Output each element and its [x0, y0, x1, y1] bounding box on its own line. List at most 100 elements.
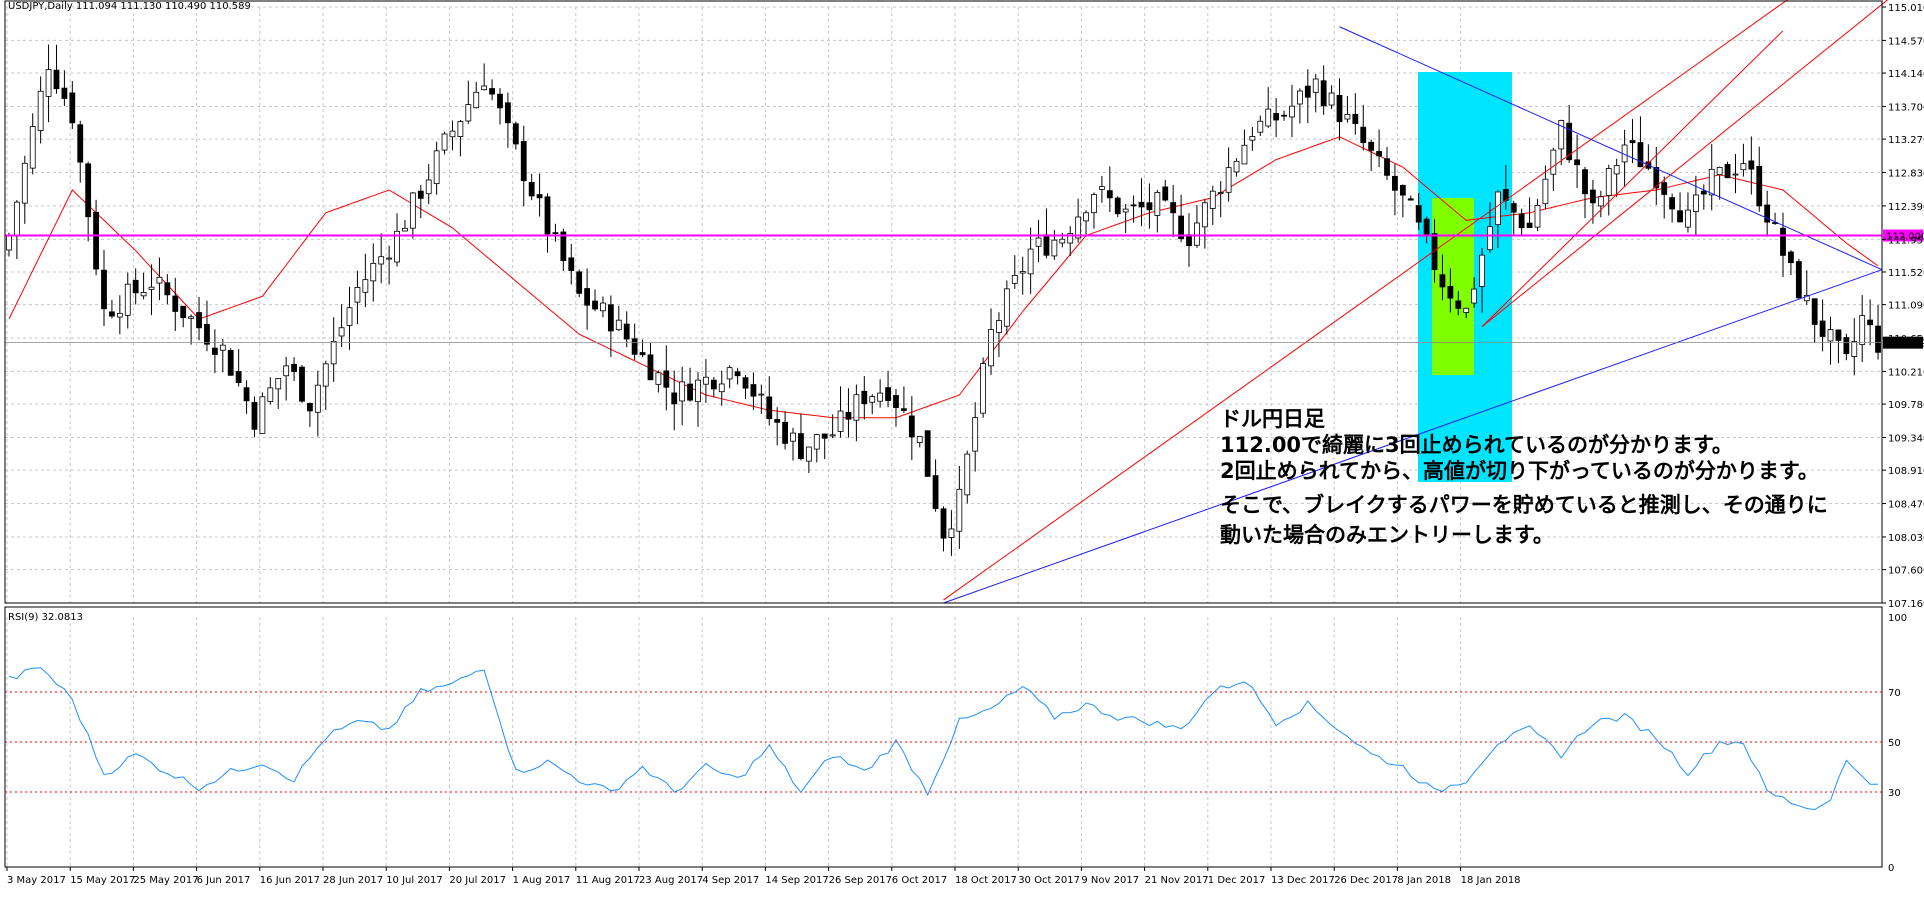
moving-average — [8, 136, 1879, 419]
candle-body — [647, 354, 654, 381]
candle-body — [877, 392, 884, 402]
level-tag — [1883, 229, 1923, 242]
candle-body — [1811, 298, 1818, 325]
candle-body — [330, 340, 337, 365]
level-tag-label: 112.000 — [1886, 232, 1924, 243]
candle-body — [655, 372, 662, 385]
candle-body — [1526, 222, 1533, 228]
x-tick-label: 6 Jun 2017 — [197, 875, 251, 886]
x-tick-label: 1 Dec 2017 — [1208, 875, 1266, 886]
candle-body — [972, 417, 979, 452]
annotation-line-1: ドル円日足 — [1220, 407, 1325, 431]
candle-body — [1677, 210, 1683, 223]
candle-body — [489, 88, 495, 95]
candle-body — [1819, 320, 1826, 337]
candle-body — [1201, 202, 1208, 228]
candle-body — [1803, 294, 1810, 302]
rsi-header: RSI(9) 32.0813 — [8, 612, 83, 623]
candle-body — [299, 366, 305, 402]
candle-body — [1091, 194, 1097, 214]
candle-body — [924, 430, 931, 477]
candle-body — [251, 402, 258, 430]
rsi-tick-label: 70 — [1888, 688, 1901, 699]
candle-body — [861, 390, 868, 405]
candle-body — [837, 410, 844, 432]
candle-body — [1059, 238, 1066, 244]
highlight-zone — [1418, 72, 1512, 482]
candle-body — [584, 288, 591, 306]
rsi-tick-label: 100 — [1888, 613, 1907, 624]
candle-body — [742, 377, 749, 389]
annotation-line-3: 2回止められてから、高値が切り下がっているのが分かります。 — [1220, 459, 1819, 483]
candle-body — [45, 69, 52, 97]
candle-body — [845, 411, 852, 420]
x-tick-label: 14 Sep 2017 — [765, 875, 828, 886]
x-tick-label: 6 Oct 2017 — [892, 875, 947, 886]
candle-body — [600, 302, 606, 312]
candle-body — [172, 295, 179, 312]
candle-body — [790, 432, 796, 442]
candle-body — [204, 324, 210, 345]
candle-body — [964, 453, 971, 496]
x-tick-label: 21 Nov 2017 — [1145, 875, 1209, 886]
candle-body — [505, 102, 511, 124]
candle-body — [1867, 319, 1874, 326]
candle-body — [552, 232, 559, 235]
candle-body — [156, 276, 163, 284]
candle-body — [37, 90, 44, 131]
candle-body — [782, 421, 789, 444]
price-tag-label: 110.589 — [1886, 339, 1924, 350]
candle-body — [180, 305, 187, 319]
candle-body — [1463, 307, 1470, 313]
candle-body — [1795, 261, 1802, 299]
candle-body — [528, 181, 535, 197]
y-tick-label: 112.830 — [1888, 169, 1924, 180]
candle-body — [520, 141, 527, 182]
candle-body — [1217, 192, 1224, 194]
candle-body — [164, 282, 171, 296]
x-tick-label: 10 Jul 2017 — [386, 875, 443, 886]
candle-body — [1827, 329, 1834, 342]
y-tick-label: 107.600 — [1888, 566, 1924, 577]
candle-body — [1510, 203, 1517, 213]
candle-body — [394, 230, 400, 263]
candle-body — [1597, 196, 1604, 207]
x-tick-label: 30 Oct 2017 — [1018, 875, 1080, 886]
candle-body — [734, 371, 741, 377]
candle-body — [1138, 201, 1145, 208]
candle-body — [1098, 186, 1105, 190]
candle-body — [1019, 271, 1026, 274]
candle-body — [219, 344, 226, 351]
x-tick-label: 28 Jun 2017 — [323, 875, 383, 886]
candle-body — [1376, 151, 1382, 157]
candle-body — [1312, 78, 1319, 93]
candle-body — [402, 227, 408, 232]
candle-body — [916, 436, 923, 443]
x-tick-label: 1 Aug 2017 — [513, 875, 571, 886]
x-tick-label: 20 Jul 2017 — [449, 875, 506, 886]
candlesticks — [6, 44, 1881, 556]
candle-body — [1716, 166, 1723, 176]
candle-body — [1249, 136, 1256, 141]
candle-body — [536, 194, 543, 199]
candle-body — [1431, 233, 1438, 270]
candle-body — [607, 304, 614, 332]
candle-body — [1194, 222, 1200, 246]
candle-body — [227, 350, 234, 376]
candle-body — [829, 434, 836, 437]
trendline-red-upper — [1481, 0, 1889, 328]
candle-body — [1296, 90, 1303, 105]
candle-body — [568, 257, 575, 271]
x-tick-label: 9 Nov 2017 — [1081, 875, 1139, 886]
candle-body — [69, 92, 76, 124]
x-tick-label: 15 May 2017 — [70, 875, 135, 886]
candle-body — [314, 384, 321, 413]
candle-body — [1479, 254, 1485, 287]
candle-body — [441, 133, 448, 151]
candle-body — [615, 319, 622, 331]
candle-body — [663, 370, 670, 388]
price-tag — [1883, 336, 1923, 349]
candle-body — [283, 365, 290, 377]
candle-body — [116, 312, 123, 318]
y-tick-label: 108.910 — [1888, 466, 1924, 477]
